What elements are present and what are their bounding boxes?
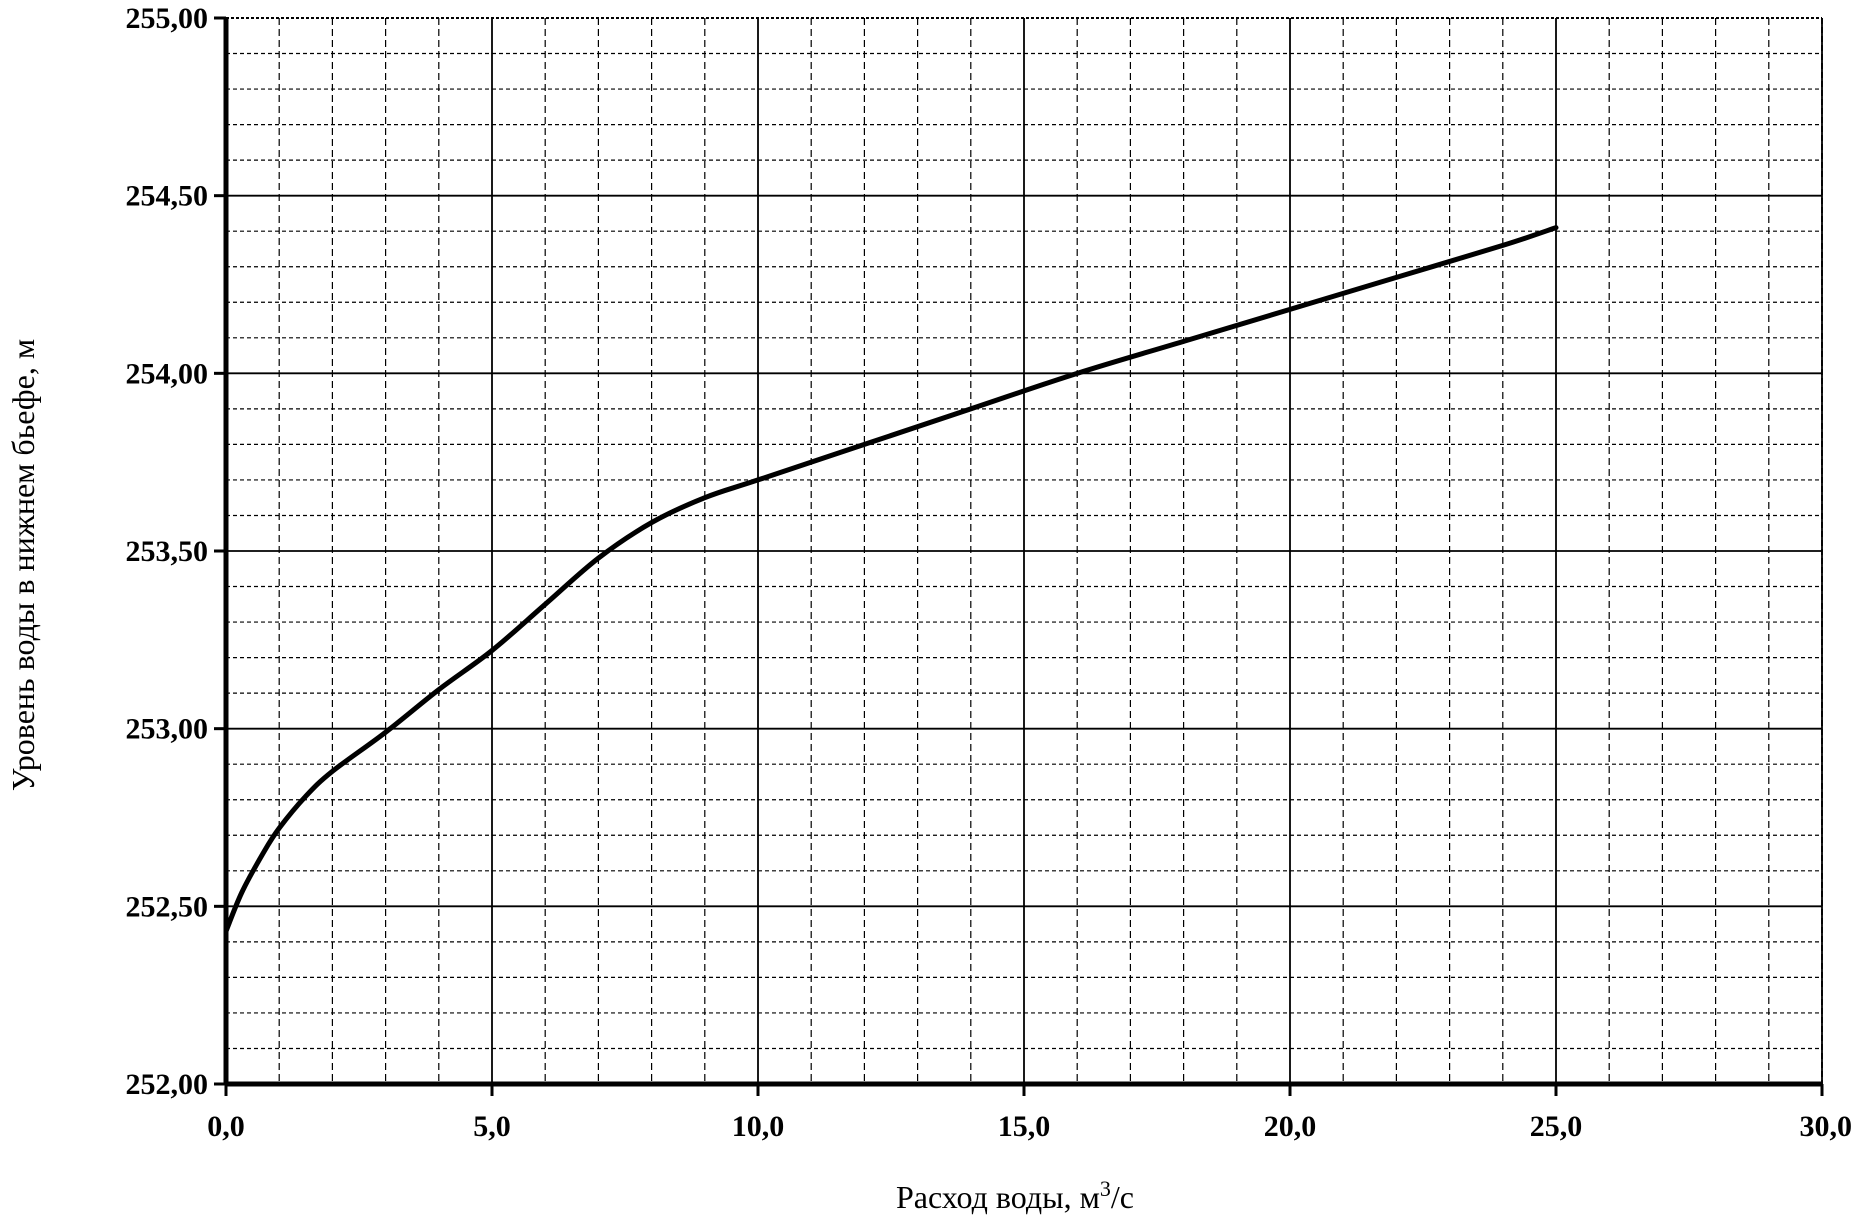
axes <box>214 16 1824 1096</box>
y-tick-label: 253,50 <box>126 535 209 568</box>
x-axis-title-tail: /с <box>1111 1179 1134 1215</box>
series-line <box>223 225 1559 934</box>
y-tick-label: 254,50 <box>126 180 209 213</box>
x-axis-title-superscript: 3 <box>1100 1176 1111 1201</box>
x-axis-title-main: Расход воды, м <box>896 1179 1100 1215</box>
x-tick-label: 25,0 <box>1530 1110 1583 1143</box>
x-axis-title: Расход воды, м3/с <box>896 1176 1134 1215</box>
x-tick-labels: 0,0 5,0 10,0 15,0 20,0 25,0 30,0 <box>207 1110 1852 1143</box>
x-tick-label: 30,0 <box>1800 1110 1853 1143</box>
y-tick-label: 254,00 <box>126 357 209 390</box>
x-tick-label: 5,0 <box>473 1110 511 1143</box>
x-tick-label: 15,0 <box>998 1110 1051 1143</box>
y-tick-label: 252,00 <box>126 1068 209 1101</box>
x-tick-label: 10,0 <box>732 1110 785 1143</box>
x-tick-label: 20,0 <box>1264 1110 1317 1143</box>
series-layer <box>223 225 1559 934</box>
y-tick-label: 252,50 <box>126 890 209 923</box>
y-tick-label: 255,00 <box>126 2 209 35</box>
y-axis-title: Уровень воды в нижнем бьефе, м <box>5 339 41 791</box>
y-tick-label: 253,00 <box>126 713 209 746</box>
major-grid <box>226 17 1823 1084</box>
y-tick-labels: 252,00 252,50 253,00 253,50 254,00 254,50 255,… <box>126 2 209 1101</box>
x-tick-label: 0,0 <box>207 1110 245 1143</box>
